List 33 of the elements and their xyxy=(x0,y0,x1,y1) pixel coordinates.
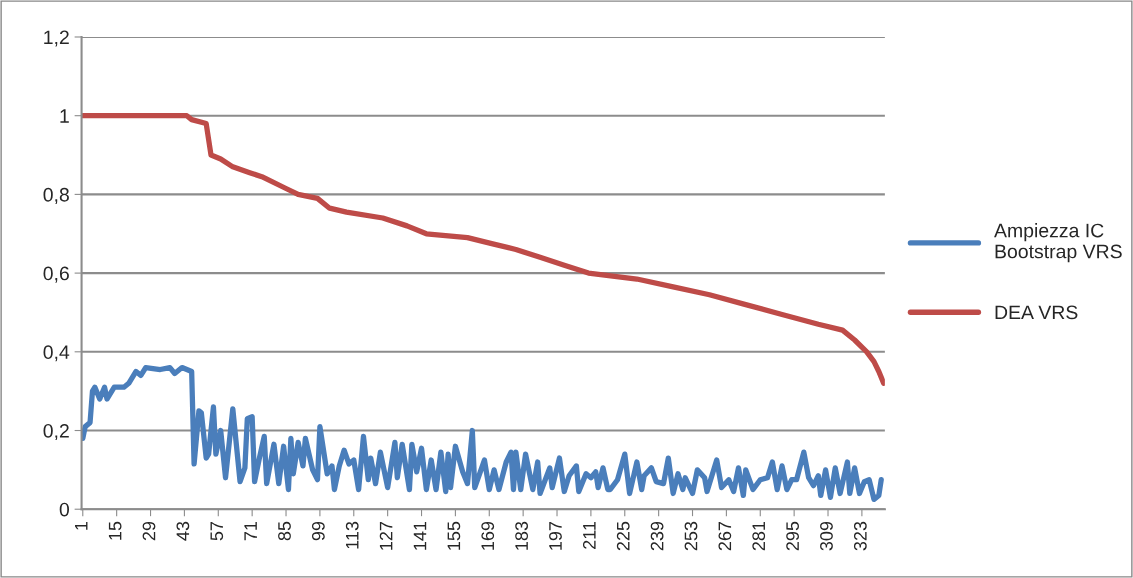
x-tick-label: 169 xyxy=(481,521,495,550)
legend-label: Ampiezza IC Bootstrap VRS xyxy=(994,223,1122,263)
x-tick-label: 85 xyxy=(278,521,291,541)
y-tick-label: 0 xyxy=(59,502,70,517)
y-tick-label: 0,8 xyxy=(43,187,69,204)
x-tick-label: 29 xyxy=(142,521,156,541)
legend-label: DEA VRS xyxy=(995,305,1078,320)
x-tick-label: 1 xyxy=(75,521,88,530)
x-tick-label: 57 xyxy=(210,521,224,541)
x-tick-label: 99 xyxy=(311,521,325,541)
x-tick-label: 155 xyxy=(447,521,461,550)
y-tick-label: 1 xyxy=(60,109,69,123)
x-tick-label: 141 xyxy=(413,521,427,550)
x-tick-label: 43 xyxy=(176,521,190,541)
y-tick-label: 0,2 xyxy=(43,423,69,441)
x-tick-label: 253 xyxy=(684,521,698,551)
x-tick-label: 211 xyxy=(582,521,596,549)
y-tick-label: 0,4 xyxy=(43,345,70,362)
x-tick-label: 281 xyxy=(752,521,766,551)
x-tick-label: 71 xyxy=(244,521,257,541)
x-tick-label: 225 xyxy=(616,521,630,551)
y-tick-label: 1,2 xyxy=(44,30,69,47)
x-tick-label: 113 xyxy=(345,521,359,549)
y-tick-label: 0,6 xyxy=(43,266,69,283)
x-tick-label: 197 xyxy=(549,521,562,550)
x-tick-label: 183 xyxy=(515,521,528,550)
x-tick-label: 295 xyxy=(786,521,799,551)
x-tick-label: 127 xyxy=(379,521,393,550)
x-tick-label: 309 xyxy=(820,521,833,551)
x-tick-label: 239 xyxy=(650,521,664,551)
x-tick-label: 15 xyxy=(108,521,122,540)
x-tick-label: 267 xyxy=(718,521,732,551)
x-tick-label: 323 xyxy=(853,521,867,551)
